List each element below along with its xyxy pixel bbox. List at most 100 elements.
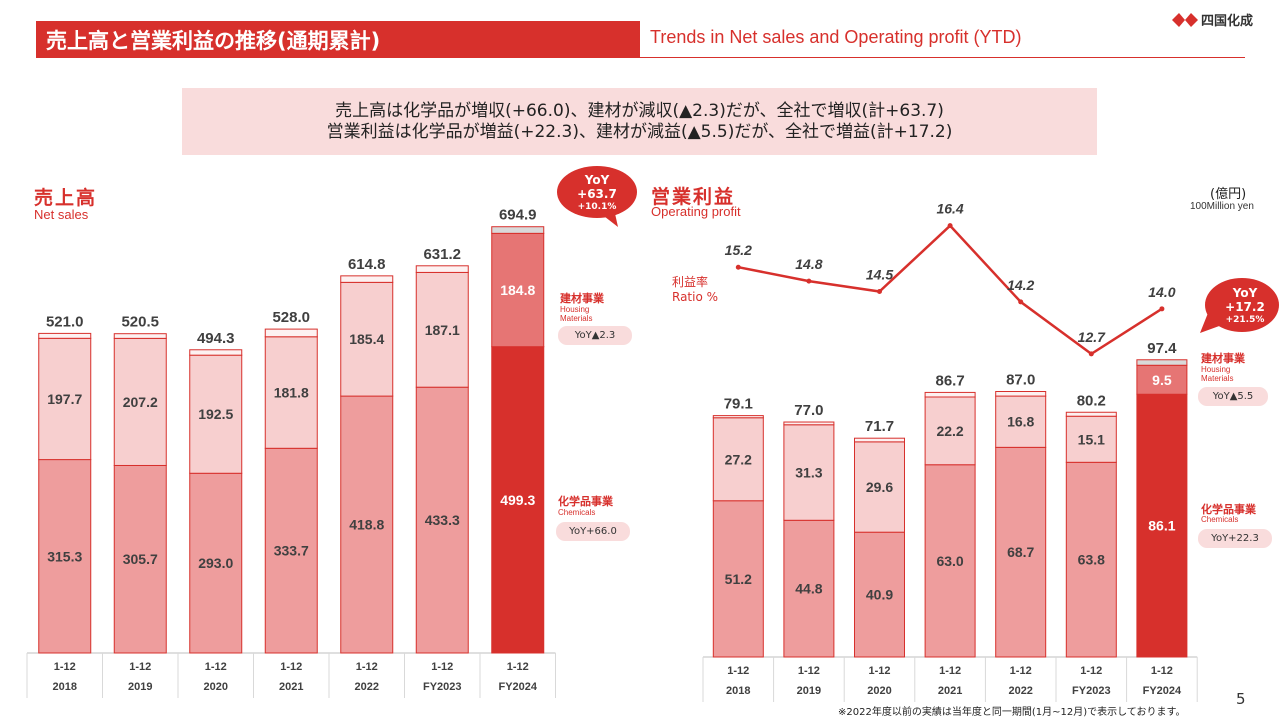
op-chemicals-yoy-badge: YoY+22.3 — [1198, 529, 1272, 548]
ratio-point — [1088, 351, 1094, 357]
ns-label-chemicals: 499.3 — [500, 492, 535, 508]
ns-bar-chemicals — [340, 395, 394, 654]
op-bar-other — [1065, 411, 1117, 417]
net-sales-yoy-l3: +10.1% — [577, 202, 617, 212]
ns-bar-housing — [340, 281, 394, 397]
ratio-point-label: 15.2 — [725, 242, 752, 258]
op-bar-housing — [1065, 415, 1117, 463]
op-tick-year: 2022 — [1008, 685, 1032, 697]
ratio-point-label: 14.0 — [1148, 284, 1175, 300]
ns-housing-label: 建材事業 — [560, 292, 604, 305]
ns-bar-housing — [113, 337, 167, 466]
op-housing-yoy-badge: YoY▲5.5 — [1198, 387, 1268, 406]
op-tick-period: 1-12 — [1151, 665, 1173, 677]
ratio-point-label: 12.7 — [1078, 329, 1106, 345]
op-tick-period: 1-12 — [798, 665, 820, 677]
ns-tick-year: 2018 — [53, 681, 77, 693]
ratio-label: 利益率 Ratio % — [672, 275, 718, 305]
net-sales-yoy-l1: YoY — [584, 173, 610, 187]
ratio-label-en: Ratio % — [672, 290, 719, 304]
ns-bar-chemicals — [113, 464, 167, 654]
ns-label-housing: 207.2 — [123, 394, 158, 410]
ns-bar-chemicals — [264, 447, 318, 654]
op-bar-housing — [1136, 364, 1188, 395]
title-underline — [36, 57, 1245, 58]
unit-label-en: 100Million yen — [1190, 201, 1254, 212]
ns-bar-other — [264, 328, 318, 338]
ns-bar-housing — [189, 354, 243, 474]
ns-bar-other — [491, 226, 545, 234]
op-bar-housing — [924, 396, 976, 466]
op-tick-period: 1-12 — [939, 665, 961, 677]
net-sales-chart: 315.3 197.7 521.0 305.7 207.2 520.5 293.0 192.5… — [38, 207, 545, 654]
ns-label-total: 520.5 — [121, 314, 159, 331]
op-label-total: 86.7 — [935, 372, 964, 389]
op-bar-chemicals — [712, 500, 764, 658]
ns-tick-period: 1-12 — [356, 661, 378, 673]
operating-profit-chart: 51.2 27.2 79.1 44.8 31.3 77.0 40.9 29.6 71.7 63.0… — [712, 340, 1188, 658]
op-profit-yoy-l3: +21.5% — [1225, 315, 1265, 325]
ns-tick-period: 1-12 — [54, 661, 76, 673]
ns-label-total: 694.9 — [499, 207, 537, 224]
op-bar-other — [783, 421, 835, 426]
ns-label-chemicals: 293.0 — [198, 555, 233, 571]
ns-tick-year: FY2024 — [498, 681, 537, 693]
ns-tick-year: 2021 — [279, 681, 303, 693]
op-tick-period: 1-12 — [727, 665, 749, 677]
op-chemicals-en: Chemicals — [1201, 515, 1239, 524]
ratio-label-jp: 利益率 — [672, 275, 709, 289]
ns-label-housing: 192.5 — [198, 406, 233, 422]
ns-bar-chemicals — [491, 346, 545, 654]
ns-tick-period: 1-12 — [129, 661, 151, 673]
ns-housing-yoy-badge: YoY▲2.3 — [558, 326, 632, 345]
ns-bar-chemicals — [38, 459, 92, 654]
op-label-housing: 9.5 — [1152, 372, 1172, 388]
summary-line-1: 売上高は化学品が増収(+66.0)、建材が減収(▲2.3)だが、全社で増収(計+… — [335, 101, 944, 121]
ns-label-housing: 184.8 — [500, 282, 535, 298]
op-tick-year: FY2024 — [1143, 685, 1182, 697]
op-tick-year: 2020 — [867, 685, 891, 697]
ns-tick-year: 2020 — [204, 681, 228, 693]
ns-bar-housing — [491, 232, 545, 348]
op-label-total: 80.2 — [1077, 392, 1106, 409]
ratio-point — [1159, 306, 1165, 312]
ns-bar-chemicals — [415, 386, 469, 654]
page-title-jp: 売上高と営業利益の推移(通期累計) — [46, 29, 381, 53]
ratio-point-label: 14.5 — [866, 267, 893, 283]
ns-label-chemicals: 333.7 — [274, 543, 309, 559]
ratio-point-label: 14.2 — [1007, 277, 1034, 293]
ratio-point — [947, 223, 953, 229]
op-tick-period: 1-12 — [868, 665, 890, 677]
profit-ratio-line-chart: 15.2 14.8 14.5 16.4 14.2 12.7 14.0 — [725, 201, 1176, 357]
ns-bar-chemicals — [189, 472, 243, 654]
page-title-en: Trends in Net sales and Operating profit… — [650, 27, 1022, 47]
logo-mark-icon — [1172, 12, 1198, 27]
op-bar-other — [1136, 359, 1188, 366]
ns-tick-period: 1-12 — [280, 661, 302, 673]
ns-label-chemicals: 418.8 — [349, 517, 384, 533]
ratio-point-label: 14.8 — [795, 256, 822, 272]
op-label-housing: 31.3 — [795, 465, 822, 481]
net-sales-yoy-bubble: YoY +63.7 +10.1% — [556, 165, 638, 227]
op-label-housing: 29.6 — [866, 479, 893, 495]
ratio-point-label: 16.4 — [936, 201, 963, 217]
op-label-chemicals: 68.7 — [1007, 544, 1034, 560]
summary-line-2: 営業利益は化学品が増益(+22.3)、建材が減益(▲5.5)だが、全社で増益(計… — [326, 122, 953, 142]
ratio-point — [1018, 299, 1024, 305]
ns-tick-year: FY2023 — [423, 681, 462, 693]
op-bar-other — [995, 391, 1047, 397]
ns-label-total: 494.3 — [197, 330, 235, 347]
ns-tick-period: 1-12 — [507, 661, 529, 673]
operating-profit-yoy-bubble: YoY +17.2 +21.5% — [1200, 275, 1280, 337]
ns-label-chemicals: 315.3 — [47, 548, 82, 564]
op-bar-housing — [783, 424, 835, 521]
ns-housing-en2: Materials — [560, 314, 593, 323]
ns-tick-period: 1-12 — [205, 661, 227, 673]
op-label-chemicals: 51.2 — [725, 571, 752, 587]
ns-tick-period: 1-12 — [431, 661, 453, 673]
operating-profit-subtitle: Operating profit — [651, 204, 741, 219]
op-bar-other — [854, 437, 905, 443]
op-tick-period: 1-12 — [1010, 665, 1032, 677]
ns-label-housing: 197.7 — [47, 391, 82, 407]
